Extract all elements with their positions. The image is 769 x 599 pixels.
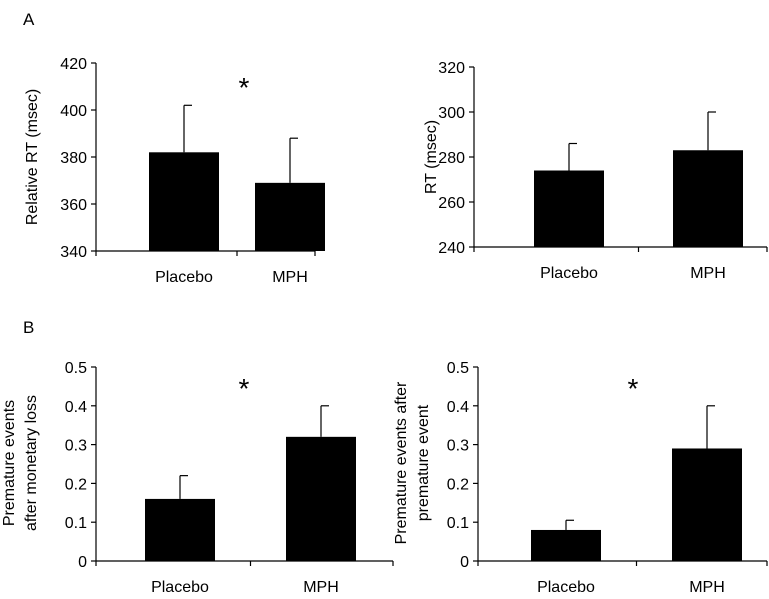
bar-placebo [531, 529, 601, 561]
y-tick-label: 0.3 [65, 438, 87, 455]
y-tick-label: 340 [60, 244, 87, 261]
bar-mph [255, 182, 325, 251]
y-tick-label: 0.2 [447, 476, 469, 493]
y-tick-label: 0.4 [65, 399, 87, 416]
y-tick-label: 0 [460, 554, 469, 571]
y-tick-label: 300 [438, 105, 465, 122]
y-tick-label: 0.4 [447, 399, 469, 416]
x-category-label: MPH [689, 579, 725, 596]
panel-label-b: B [23, 318, 35, 337]
y-tick-label: 260 [438, 195, 465, 212]
y-axis-label-line: Premature events after [393, 381, 410, 544]
y-tick-label: 0 [78, 554, 87, 571]
y-tick-label: 380 [60, 150, 87, 167]
x-category-label: MPH [690, 265, 726, 282]
x-category-label: MPH [272, 269, 308, 286]
bar-mph [286, 436, 356, 561]
y-axis-label-line: Relative RT (msec) [24, 89, 41, 225]
y-tick-label: 420 [60, 56, 87, 73]
panel-label-a: A [23, 10, 35, 29]
y-axis-label-line: after monetary loss [23, 395, 40, 531]
bar-mph [673, 150, 743, 247]
significance-star: * [239, 72, 250, 103]
y-axis-label-line: RT (msec) [423, 120, 440, 194]
y-tick-label: 400 [60, 103, 87, 120]
y-tick-label: 320 [438, 60, 465, 77]
y-axis-label: Premature events after premature event [393, 381, 432, 544]
x-category-label: MPH [303, 579, 339, 596]
x-category-label: Placebo [155, 269, 213, 286]
bar-placebo [534, 170, 604, 247]
y-tick-label: 0.1 [447, 515, 469, 532]
y-tick-label: 240 [438, 240, 465, 257]
significance-star: * [628, 373, 639, 404]
bar-mph [672, 448, 742, 561]
x-category-label: Placebo [540, 265, 598, 282]
bar-placebo [149, 152, 219, 251]
y-axis-label: RT (msec) [423, 120, 440, 194]
y-tick-label: 0.5 [447, 360, 469, 377]
y-axis-label: Relative RT (msec) [24, 89, 41, 225]
y-tick-label: 280 [438, 150, 465, 167]
y-tick-label: 360 [60, 197, 87, 214]
y-tick-label: 0.2 [65, 476, 87, 493]
significance-star: * [239, 373, 250, 404]
y-axis-label: Premature events after monetary loss [1, 395, 40, 531]
y-tick-label: 0.5 [65, 360, 87, 377]
y-axis-label-line: premature event [415, 404, 432, 521]
y-tick-label: 0.1 [65, 515, 87, 532]
x-category-label: Placebo [537, 579, 595, 596]
y-tick-label: 0.3 [447, 438, 469, 455]
y-axis-label-line: Premature events [1, 400, 18, 526]
bar-placebo [145, 498, 215, 561]
x-category-label: Placebo [151, 579, 209, 596]
